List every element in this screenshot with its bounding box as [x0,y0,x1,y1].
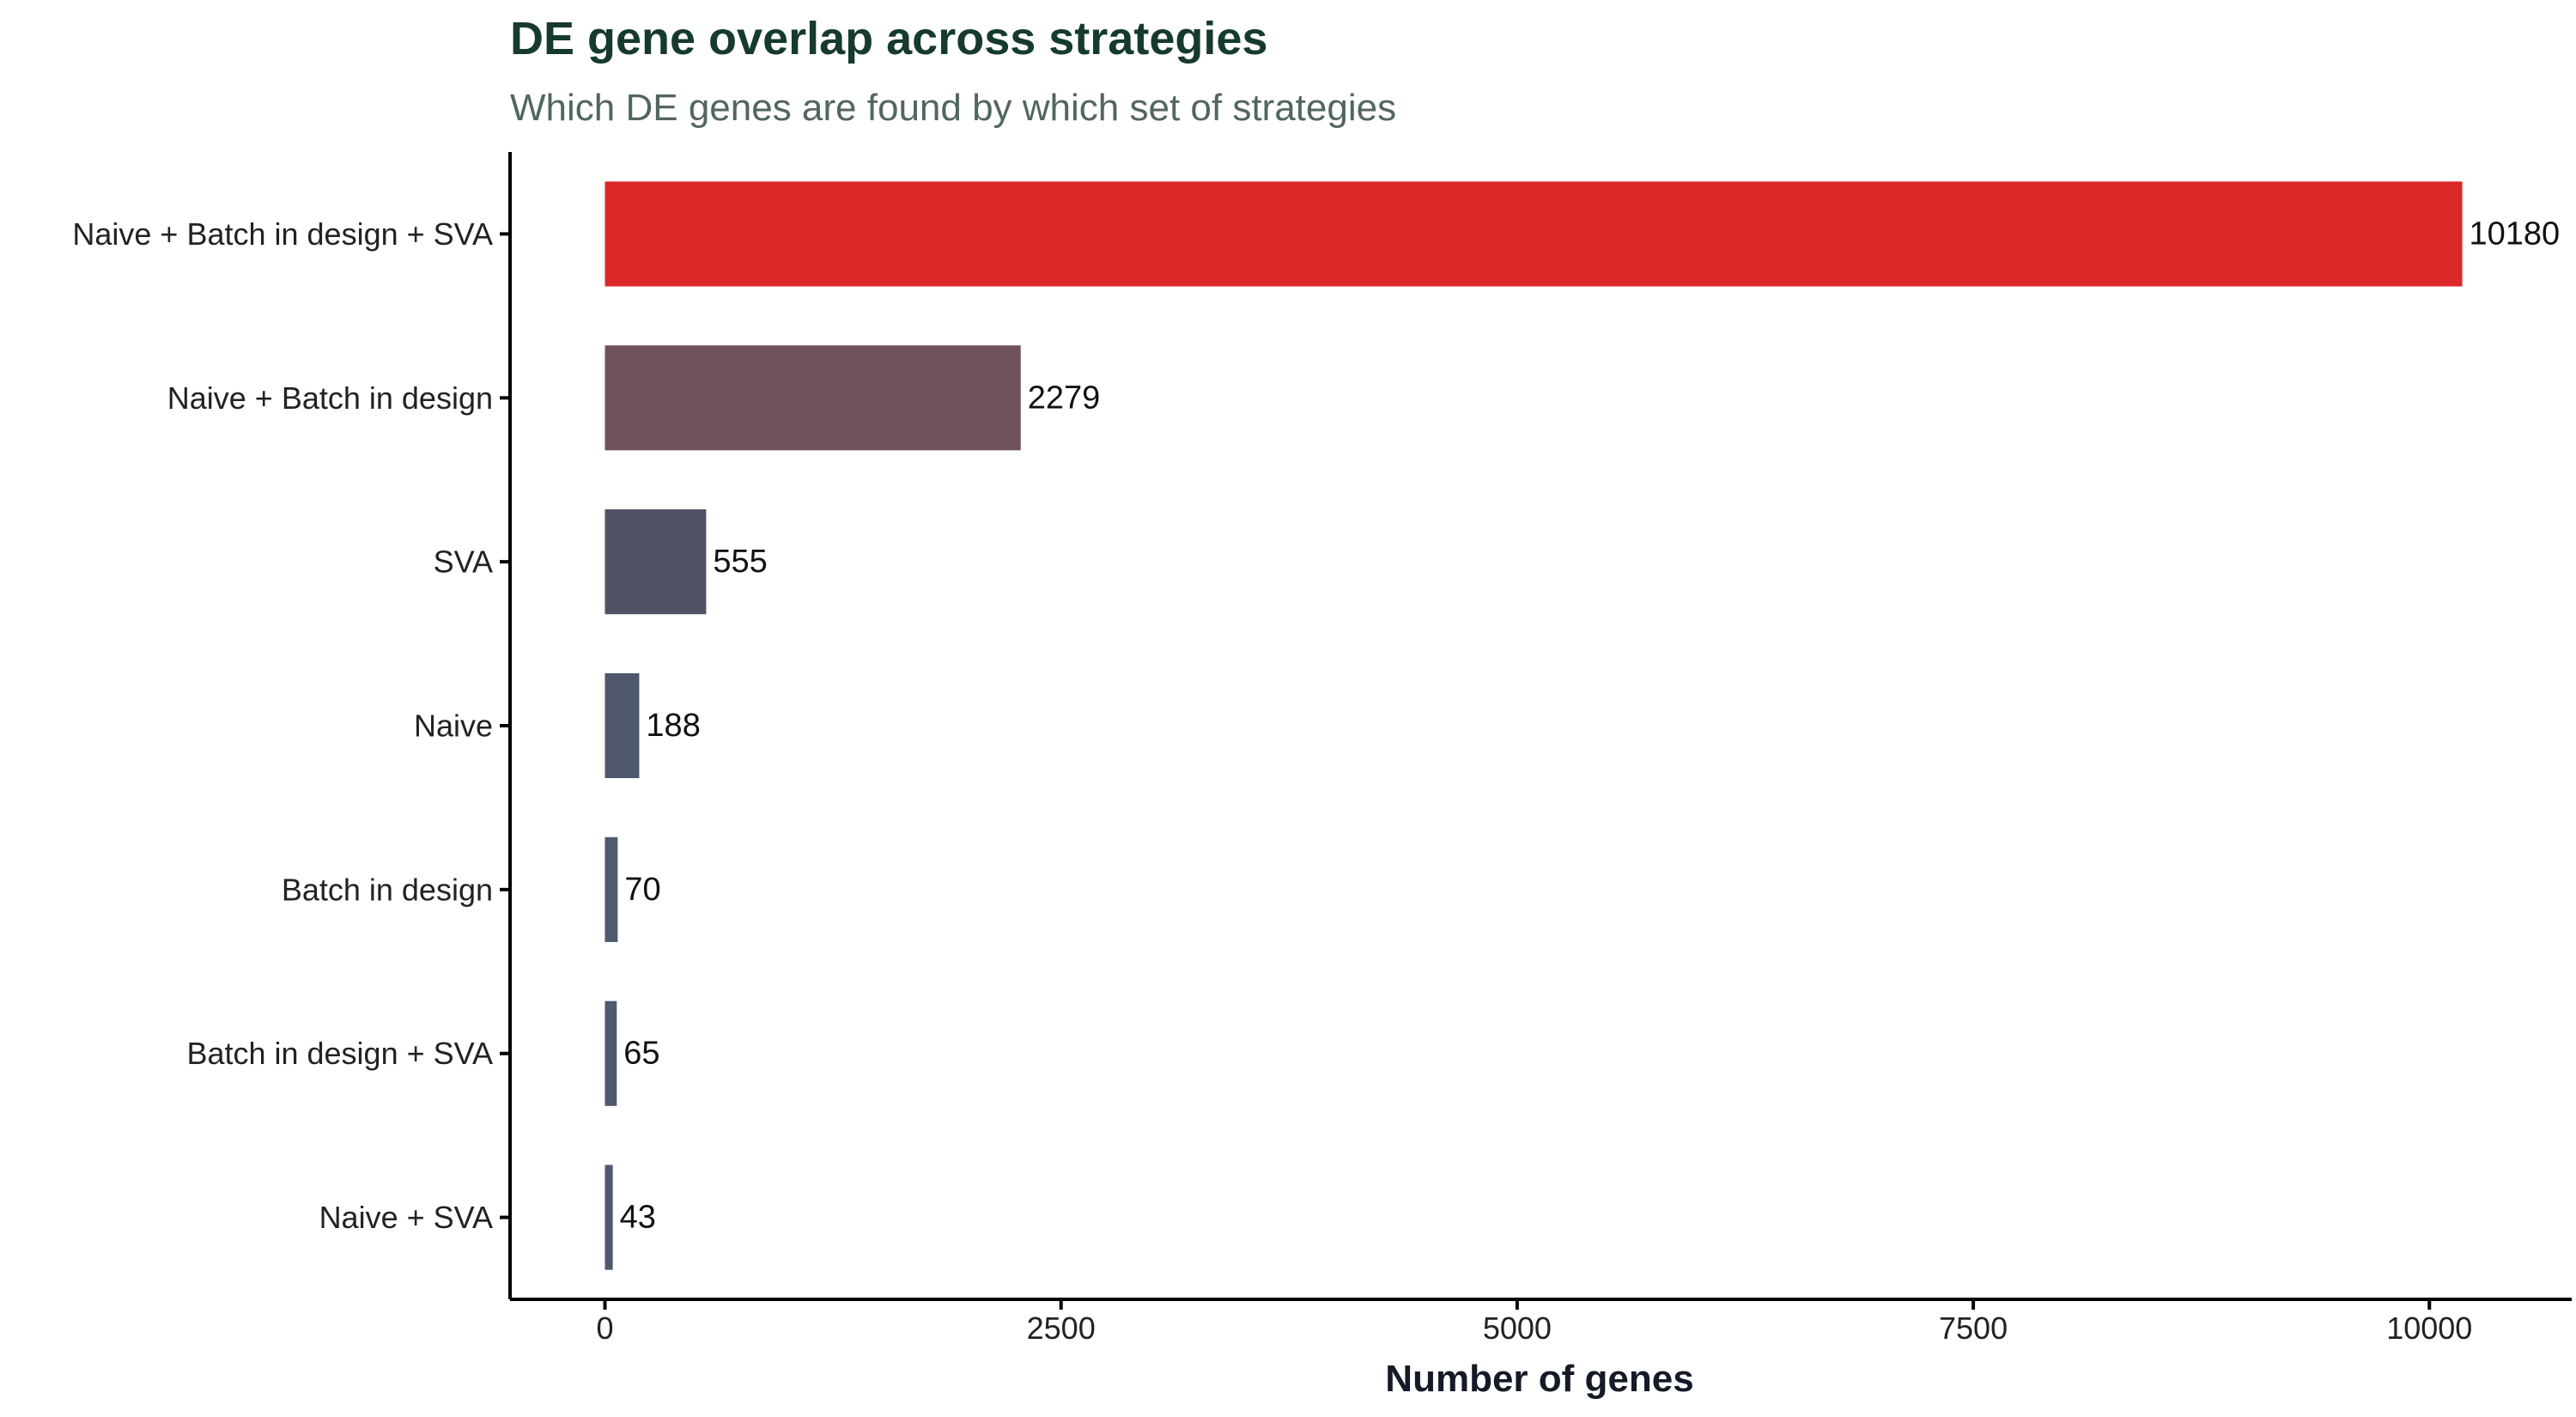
data-label-4: 70 [624,872,660,908]
y-tick-label-5: Batch in design + SVA [186,1036,493,1071]
x-tick-label-4: 10000 [2386,1311,2472,1346]
x-tick-label-2: 5000 [1483,1311,1552,1346]
bar-0 [605,181,2463,287]
y-tick-label-6: Naive + SVA [319,1200,493,1235]
chart-subtitle: Which DE genes are found by which set of… [510,87,1396,129]
bar-2 [605,509,707,615]
bar-6 [605,1165,613,1270]
data-label-0: 10180 [2470,216,2561,252]
data-label-1: 2279 [1028,380,1101,416]
x-tick-label-0: 0 [596,1311,613,1346]
x-tick-label-1: 2500 [1027,1311,1096,1346]
y-tick-label-0: Naive + Batch in design + SVA [72,216,493,252]
plot-area: 10180 2279 555 188 70 65 43 [605,181,2561,1270]
bar-5 [605,1000,617,1106]
chart-title: DE gene overlap across strategies [510,13,1267,64]
x-tick-label-3: 7500 [1939,1311,2008,1346]
bar-3 [605,672,640,779]
y-tick-label-2: SVA [434,544,493,580]
data-label-5: 65 [623,1036,659,1072]
bar-4 [605,836,618,942]
data-label-3: 188 [646,708,700,744]
x-axis: 0 2500 5000 7500 10000 [596,1299,2472,1346]
data-label-2: 555 [713,544,767,580]
y-tick-label-4: Batch in design [282,872,493,907]
y-axis: Naive + Batch in design + SVA Naive + Bat… [72,216,510,1235]
y-tick-label-3: Naive [414,708,493,744]
data-label-6: 43 [620,1200,656,1236]
bar-1 [605,345,1021,451]
y-tick-label-1: Naive + Batch in design [167,380,493,416]
x-axis-title: Number of genes [1385,1358,1693,1400]
